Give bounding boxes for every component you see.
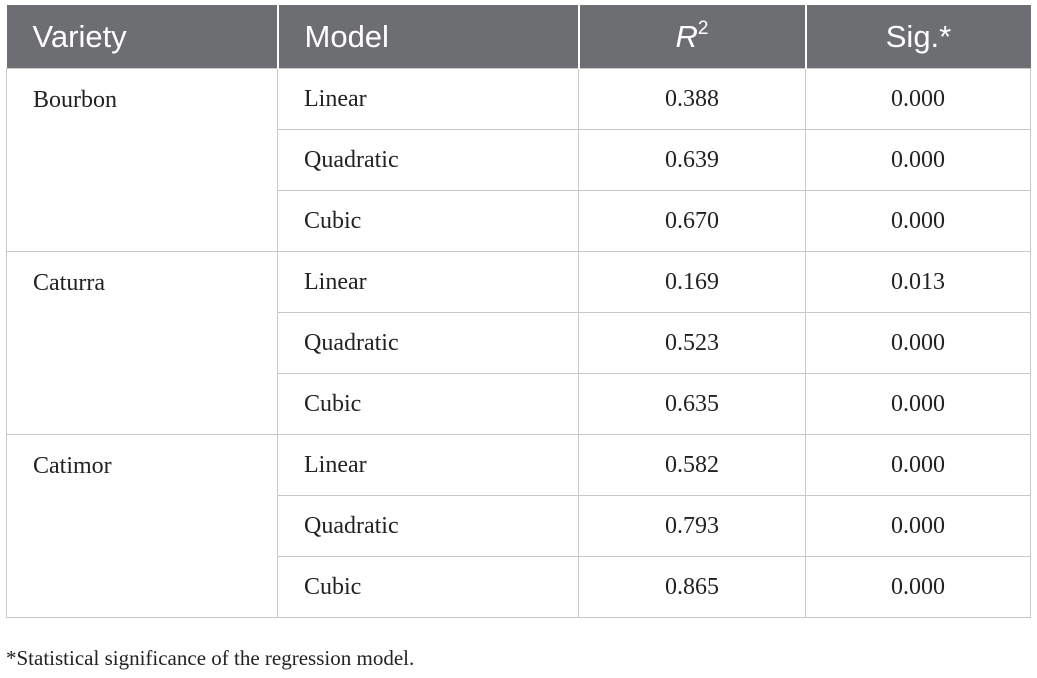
- header-row: Variety Model R2 Sig.*: [6, 5, 1031, 69]
- model-cell: Cubic: [277, 556, 579, 618]
- header-cell: Model: [276, 5, 579, 69]
- value-cell: 0.000: [805, 373, 1031, 435]
- data-table: Variety Model R2 Sig.* Bourbon Linear 0.38…: [6, 5, 1031, 618]
- model-cell: Cubic: [277, 373, 579, 435]
- table-row: Quadratic 0.639 0.000: [7, 129, 1031, 191]
- model-cell: Quadratic: [277, 495, 579, 557]
- value-cell: 0.670: [578, 190, 806, 252]
- model-cell: Linear: [277, 434, 579, 496]
- footnote: *Statistical significance of the regress…: [6, 646, 415, 670]
- model-cell: Linear: [277, 251, 579, 313]
- table-row: Cubic 0.635 0.000: [7, 373, 1031, 435]
- value-cell: 0.013: [805, 251, 1031, 313]
- value-cell: 0.000: [805, 129, 1031, 191]
- value-cell: 0.169: [578, 251, 806, 313]
- value-cell: 0.388: [578, 68, 806, 130]
- table-row: Catimor Linear 0.582 0.000: [6, 434, 1031, 618]
- table-body: Bourbon Linear 0.388 0.000 Quadratic 0.639 0.0…: [6, 68, 1031, 618]
- value-cell: 0.000: [805, 68, 1031, 130]
- variety-cell: Catimor: [6, 434, 278, 618]
- model-cell: Cubic: [277, 190, 579, 252]
- value-cell: 0.635: [578, 373, 806, 435]
- variety-cell: Caturra: [6, 251, 278, 435]
- value-cell: 0.865: [578, 556, 806, 618]
- table-header: Variety Model R2 Sig.*: [6, 5, 1031, 69]
- model-cell: Linear: [277, 68, 579, 130]
- table-row: Cubic 0.865 0.000: [7, 556, 1031, 618]
- header-cell: R2: [577, 5, 806, 69]
- table-row: Quadratic 0.793 0.000: [7, 495, 1031, 557]
- model-cell: Quadratic: [277, 312, 579, 374]
- table-row: Bourbon Linear 0.388 0.000: [6, 68, 1031, 252]
- header-text: R: [675, 18, 698, 54]
- table-row: Caturra Linear 0.169 0.013: [6, 251, 1031, 435]
- value-cell: 0.000: [805, 495, 1031, 557]
- value-cell: 0.582: [578, 434, 806, 496]
- header-superscript: 2: [697, 17, 709, 39]
- value-cell: 0.639: [578, 129, 806, 191]
- value-cell: 0.000: [805, 190, 1031, 252]
- model-cell: Quadratic: [277, 129, 579, 191]
- value-cell: 0.000: [805, 434, 1031, 496]
- value-cell: 0.000: [805, 312, 1031, 374]
- value-cell: 0.000: [805, 556, 1031, 618]
- value-cell: 0.523: [578, 312, 806, 374]
- value-cell: 0.793: [578, 495, 806, 557]
- variety-cell: Bourbon: [6, 68, 278, 252]
- header-cell: Sig.*: [804, 5, 1031, 69]
- header-cell: Variety: [6, 5, 278, 69]
